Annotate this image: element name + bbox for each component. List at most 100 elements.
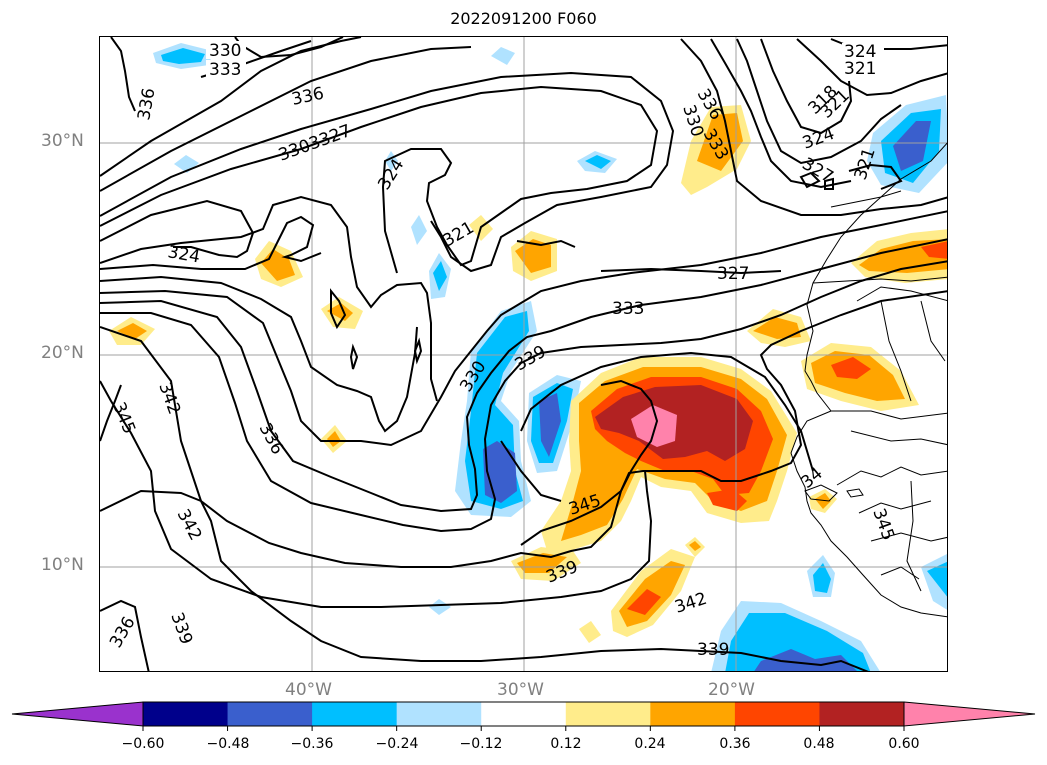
colorbar-tick-label: 0.36 (719, 736, 751, 752)
island (846, 488, 864, 498)
border-line (831, 410, 947, 420)
border-line (870, 532, 947, 542)
colorbar-tick-label: −0.48 (206, 736, 250, 752)
colorbar-cell (650, 702, 736, 726)
shade-red (831, 357, 871, 379)
shade-orange (689, 541, 701, 551)
contour-label: 327 (717, 264, 749, 284)
contour-line (736, 38, 902, 165)
contour-line (796, 38, 947, 97)
contour-label: 3303327 (276, 121, 354, 166)
map-canvas: 330 333 324 321 336 336 336 330 333 318 … (100, 37, 947, 671)
contour-line (100, 238, 947, 513)
shade-orange (327, 431, 341, 447)
border-line (850, 430, 947, 446)
shade-orange (117, 323, 147, 339)
contour-label: 345 (868, 506, 898, 543)
contour-line (100, 37, 362, 177)
contour-label: 324 (166, 242, 201, 267)
contour-line (100, 275, 418, 433)
border-line (858, 500, 932, 514)
contour-label: 336 (106, 613, 140, 651)
contour-label: 345 (108, 399, 139, 437)
contour-line (100, 260, 947, 533)
shade-blue-light (411, 215, 427, 245)
contour-line (680, 38, 947, 216)
colorbar-cell (819, 702, 905, 726)
contour-label: 333 (612, 299, 644, 319)
colorbar-cell (227, 702, 313, 726)
contour-line (848, 163, 903, 190)
contour-label: 342 (154, 380, 184, 417)
border-line (830, 190, 902, 208)
map-title: 2022091200 F060 (450, 9, 597, 28)
contour-line (100, 46, 472, 192)
contour-line (760, 38, 853, 135)
colorbar-cell (143, 702, 229, 726)
shade-yellow (579, 621, 601, 643)
contour-line (234, 37, 344, 59)
contour-line (413, 337, 423, 365)
shade-pink (631, 405, 677, 447)
shade-red (921, 241, 947, 259)
contour-line (500, 440, 562, 502)
contour-line (349, 343, 359, 370)
shade-blue-light (174, 155, 199, 173)
lon-label-30w: 30°W (497, 680, 544, 700)
shade-red (627, 589, 661, 615)
contour-line (110, 37, 136, 112)
shade-orange (517, 553, 567, 573)
contour-line (100, 71, 675, 273)
contour-label: 336 (134, 86, 159, 121)
map-plot-area: 330 333 324 321 336 336 336 330 333 318 … (99, 36, 948, 672)
contour-line (520, 379, 659, 546)
island (804, 484, 838, 502)
contour-line (100, 384, 122, 442)
contour-label: 336 (255, 420, 288, 458)
shade-blue (927, 561, 947, 597)
shade-blue (433, 261, 447, 291)
colorbar-tick-label: 0.24 (634, 736, 666, 752)
contour-line (824, 177, 834, 190)
colorbar-extend-min (11, 701, 144, 727)
contour-line (100, 199, 255, 259)
shade-blue-light (491, 47, 515, 65)
shade-blue-mid (893, 121, 931, 171)
shade-blue (161, 48, 205, 64)
contour-line (520, 351, 814, 472)
colorbar-extend-max (903, 701, 1036, 727)
colorbar-tick-label: 0.48 (803, 736, 835, 752)
colorbar-tick-label: −0.24 (375, 736, 419, 752)
contour-label: 330 (209, 41, 241, 61)
lat-label-30n: 30°N (41, 131, 84, 151)
lat-label-20n: 20°N (41, 343, 84, 363)
contour-line (100, 599, 150, 671)
colorbar (11, 701, 1036, 731)
contour-line (100, 210, 947, 447)
border-line (812, 276, 947, 284)
lon-label-20w: 20°W (708, 680, 755, 700)
contour-line (330, 288, 347, 330)
shade-blue (813, 563, 831, 593)
contour-label: 339 (697, 640, 729, 660)
shade-orange (815, 493, 831, 509)
graticule (100, 37, 947, 671)
colorbar-tick-label: 0.60 (888, 736, 920, 752)
contour-line (516, 239, 576, 248)
contour-label: 34 (797, 464, 826, 493)
contour-label: 333 (209, 60, 241, 80)
border-line (906, 480, 922, 592)
colorbar-cell (312, 702, 398, 726)
shade-red (707, 489, 747, 511)
contour-line (100, 380, 653, 608)
contour-label: 339 (166, 610, 196, 647)
border-line (880, 566, 920, 580)
contour-label: 336 (290, 84, 326, 110)
colorbar-cell (396, 702, 482, 726)
contour-label: 324 (844, 42, 876, 62)
border-line (836, 466, 947, 486)
contour-line (799, 171, 821, 189)
border-line (880, 300, 912, 402)
contour-line (600, 267, 782, 275)
contour-line (100, 489, 869, 671)
